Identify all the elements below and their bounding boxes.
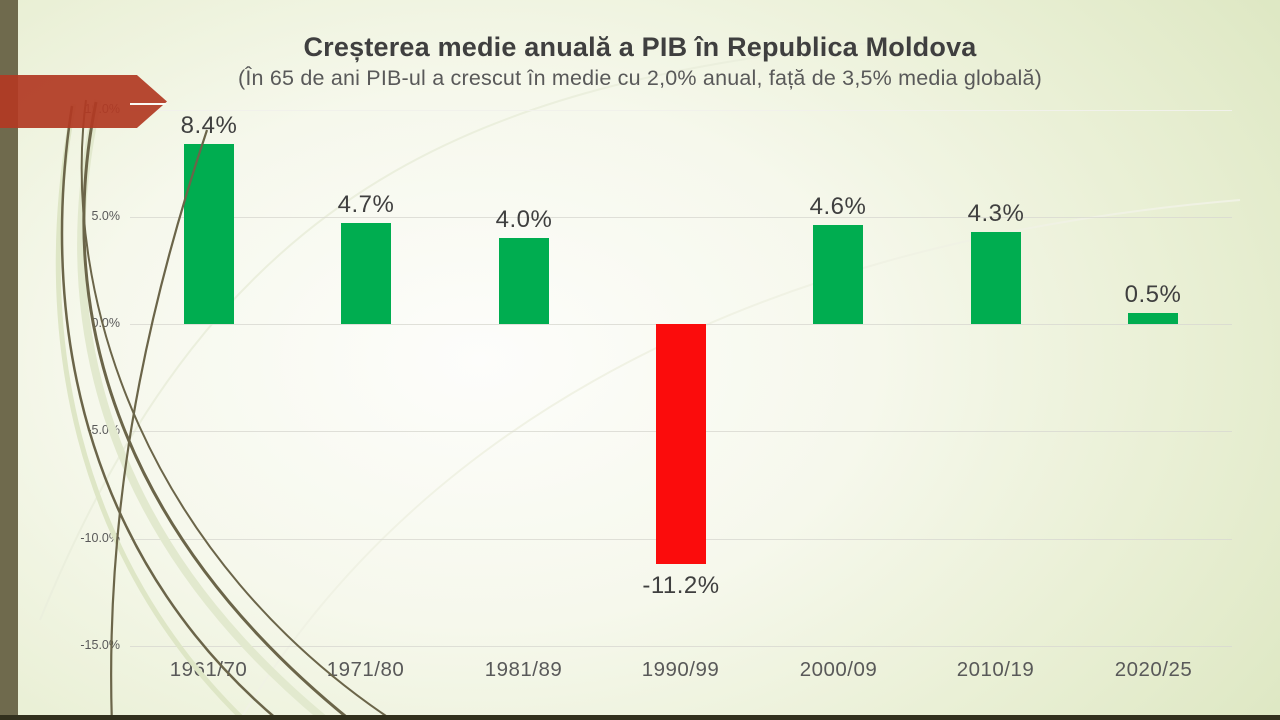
bar-value-label: -11.2% bbox=[642, 572, 720, 599]
bar-2010/19 bbox=[971, 232, 1021, 324]
axis-tick-over-arrow bbox=[130, 103, 166, 105]
bar-value-label: 0.5% bbox=[1124, 281, 1182, 308]
bar-2000/09 bbox=[813, 225, 863, 324]
y-tick-label: 5.0% bbox=[91, 209, 121, 223]
bar-value-label: 4.0% bbox=[495, 206, 553, 233]
x-category-label: 2020/25 bbox=[1114, 658, 1193, 681]
chart-subtitle: (În 65 de ani PIB-ul a crescut în medie … bbox=[237, 66, 1042, 90]
chart-title: Creșterea medie anuală a PIB în Republic… bbox=[303, 32, 977, 62]
left-edge-bar bbox=[0, 0, 18, 720]
gridline-10.0% bbox=[130, 110, 1232, 111]
x-category-label: 1961/70 bbox=[169, 658, 248, 681]
x-category-label: 1981/89 bbox=[484, 658, 563, 681]
x-category-label: 1971/80 bbox=[326, 658, 405, 681]
bar-value-label: 8.4% bbox=[180, 112, 238, 139]
bar-1961/70 bbox=[184, 144, 234, 324]
gridline--15.0% bbox=[130, 646, 1232, 647]
red-arrow-banner bbox=[0, 75, 167, 128]
y-tick-label: -15.0% bbox=[80, 638, 120, 652]
bar-1971/80 bbox=[341, 223, 391, 324]
bar-value-label: 4.7% bbox=[337, 191, 395, 218]
bar-2020/25 bbox=[1128, 313, 1178, 324]
x-category-label: 2000/09 bbox=[799, 658, 878, 681]
bar-1981/89 bbox=[499, 238, 549, 324]
x-category-label: 2010/19 bbox=[956, 658, 1035, 681]
bar-value-label: 4.3% bbox=[967, 200, 1025, 227]
bar-value-label: 4.6% bbox=[809, 193, 867, 220]
y-tick-label: -5.0% bbox=[87, 423, 120, 437]
y-tick-label: -10.0% bbox=[80, 531, 120, 545]
bottom-edge-bar bbox=[0, 715, 1280, 720]
bar-1990/99 bbox=[656, 324, 706, 564]
slide-header: Creșterea medie anuală a PIB în Republic… bbox=[0, 0, 1280, 91]
y-tick-label: 0.0% bbox=[91, 316, 121, 330]
x-category-label: 1990/99 bbox=[641, 658, 720, 681]
